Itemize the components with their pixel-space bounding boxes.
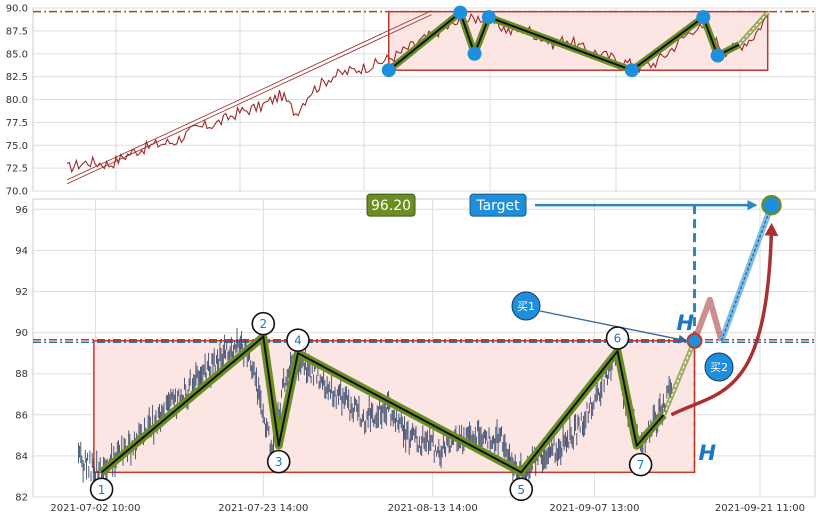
pivot-callout-label: 5 (517, 483, 525, 497)
retest-path (691, 296, 725, 342)
buy2-label: 买2 (710, 361, 728, 374)
height-label-top: H (677, 311, 695, 335)
upper-pivot-marker (624, 63, 639, 78)
lower-y-tick-label: 94 (15, 246, 28, 257)
lower-projection-inner (663, 340, 696, 416)
upper-y-tick-label: 70.0 (6, 187, 28, 198)
upper-y-tick-label: 85.0 (6, 49, 28, 60)
buy1-pointer (539, 310, 688, 344)
upper-projection-inner (738, 12, 769, 45)
x-tick-label: 2021-09-07 13:00 (549, 503, 639, 514)
lower-y-tick-label: 90 (15, 328, 28, 339)
pivot-callout-circle (286, 328, 310, 352)
upper-pivot-marker (481, 10, 496, 25)
projection-curve-arrow (670, 222, 779, 417)
x-tick-label: 2021-07-02 10:00 (50, 503, 140, 514)
pivot-callout-label: 4 (294, 334, 302, 348)
upper-pivot-marker (467, 46, 482, 61)
x-tick-label: 2021-08-13 14:00 (388, 503, 478, 514)
lower-y-tick-label: 96 (15, 205, 28, 216)
upper-y-tick-label: 82.5 (6, 72, 28, 83)
upper-pivot-marker (381, 63, 396, 78)
target-marker (761, 194, 782, 216)
lower-y-tick-label: 86 (15, 410, 28, 421)
buy1-label: 买1 (517, 300, 535, 313)
lower-y-tick-label: 88 (15, 369, 28, 380)
pivot-callout-circle (251, 311, 276, 336)
pivot-callout-label: 1 (98, 483, 106, 497)
upper-y-tick-label: 72.5 (6, 164, 28, 175)
target-projection-dash (720, 204, 773, 342)
upper-pivot-marker (696, 10, 711, 25)
x-tick-label: 2021-07-23 14:00 (218, 503, 308, 514)
price-badge-text: 96.20 (371, 198, 411, 214)
pivot-callout-circle (605, 326, 630, 350)
pivot-callout-label: 7 (637, 458, 645, 472)
pivot-callout-circle (266, 449, 291, 474)
x-tick-label: 2021-09-21 11:00 (715, 503, 805, 514)
lower-y-tick-label: 84 (15, 451, 28, 462)
pivot-callout-label: 2 (259, 317, 267, 331)
target-badge-text: Target (475, 198, 520, 214)
upper-pivot-marker (453, 5, 468, 20)
pivot-callout-label: 6 (614, 332, 622, 346)
price-badge (366, 193, 416, 217)
target-badge (469, 193, 527, 217)
lower-y-tick-label: 92 (15, 287, 28, 298)
upper-pivot-marker (710, 48, 725, 63)
breakout-marker (686, 332, 703, 349)
upper-y-tick-label: 77.5 (6, 118, 28, 129)
pivot-callout-circle (628, 452, 653, 477)
height-label-bottom: H (699, 441, 717, 465)
pivot-callout-circle (509, 477, 534, 502)
pivot-callout-circle (89, 477, 114, 502)
upper-y-tick-label: 80.0 (6, 95, 28, 106)
lower-y-tick-label: 82 (15, 493, 28, 504)
upper-y-tick-label: 90.0 (6, 4, 28, 15)
buy2-badge (704, 352, 734, 382)
upper-panel: 70.0 72.5 75.0 77.5 80.0 82.5 85.0 87.5 90.0 (6, 4, 816, 198)
lower-pattern-inner (100, 335, 665, 474)
lower-panel: 82 84 86 88 90 92 94 96 2021-07-02 10:00 2021-07-… (15, 193, 816, 514)
buy1-badge (511, 291, 541, 321)
upper-y-tick-label: 87.5 (6, 26, 28, 37)
upper-trend-band-lower (66, 14, 432, 185)
upper-y-tick-label: 75.0 (6, 141, 28, 152)
pivot-callout-label: 3 (275, 455, 283, 469)
upper-trend-band-upper (66, 10, 432, 181)
